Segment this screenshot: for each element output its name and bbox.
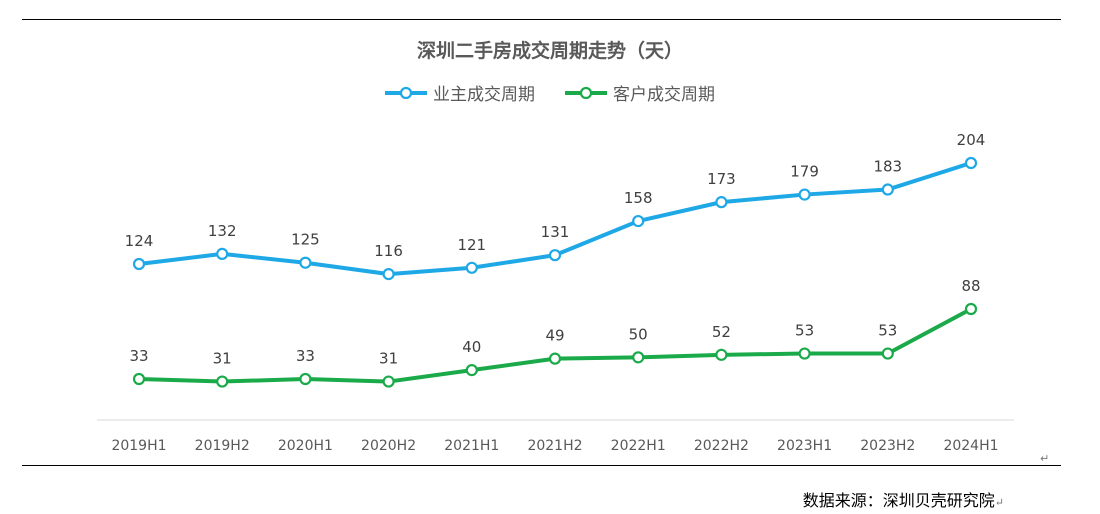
data-point-0 [132,257,146,271]
series-line-1 [137,307,973,384]
data-point-1 [715,348,728,361]
data-point-1 [632,351,645,364]
legend-swatch-client [565,86,607,99]
data-point-0 [715,196,728,209]
data-label-0: 116 [374,242,403,260]
data-label-0: 125 [291,231,320,249]
x-tick-label: 2021H2 [527,438,582,454]
data-label-0: 183 [873,158,902,176]
data-label-1: 40 [462,338,481,356]
data-point-0 [881,183,894,196]
data-point-0 [964,156,978,170]
legend-item-owner: 业主成交周期 [385,80,535,105]
legend-swatch-owner [385,86,427,99]
x-tick-label: 2024H1 [943,438,998,454]
data-point-1 [881,347,894,360]
data-label-0: 173 [707,170,736,188]
legend-item-client: 客户成交周期 [565,80,715,105]
x-tick-label: 2019H2 [195,438,250,454]
data-label-1: 88 [961,277,980,295]
data-label-0: 124 [125,232,154,250]
x-tick-label: 2020H1 [278,438,333,454]
data-point-1 [132,372,146,386]
bottom-rule [22,465,1061,466]
source-text: 数据来源：深圳贝壳研究院 [802,491,995,510]
data-point-0 [465,261,478,274]
paragraph-mark-source: ↵ [994,496,1004,509]
data-point-1 [465,363,478,377]
data-label-0: 158 [624,189,653,207]
paragraph-mark: ↵ [1040,452,1050,465]
x-tick-label: 2023H2 [860,438,915,454]
data-label-1: 53 [795,322,814,340]
chart-legend: 业主成交周期 客户成交周期 [0,80,1100,105]
data-label-0: 131 [541,223,570,241]
data-point-0 [216,247,229,260]
data-point-1 [216,375,229,388]
x-tick-label: 2022H2 [694,438,749,454]
data-label-1: 31 [379,350,398,368]
data-label-1: 52 [712,323,731,341]
data-label-1: 33 [296,347,315,365]
data-point-1 [798,347,811,360]
x-tick-label: 2022H1 [611,438,666,454]
data-point-0 [548,249,562,262]
data-point-1 [299,372,312,386]
data-label-0: 132 [208,222,237,240]
data-point-0 [299,256,312,269]
legend-label-owner: 业主成交周期 [433,85,535,105]
data-label-0: 204 [957,131,986,149]
data-label-0: 121 [457,236,486,254]
data-point-0 [798,188,811,201]
data-label-1: 33 [129,347,148,365]
chart-title: 深圳二手房成交周期走势（天） [416,40,683,62]
data-label-1: 31 [213,350,232,368]
x-tick-label: 2023H1 [777,438,832,454]
x-tick-label: 2020H2 [361,438,416,454]
data-label-1: 49 [545,327,564,345]
source-note: 数据来源：深圳贝壳研究院↵ [803,487,1004,511]
top-rule [22,19,1061,20]
data-label-1: 53 [878,322,897,340]
data-label-0: 179 [790,163,819,181]
data-point-1 [548,352,562,365]
data-label-1: 50 [629,325,648,343]
data-point-1 [382,375,395,388]
data-point-1 [964,302,978,316]
data-point-0 [382,268,395,281]
x-tick-label: 2021H1 [444,438,499,454]
legend-label-client: 客户成交周期 [613,85,715,105]
x-tick-label: 2019H1 [111,438,166,454]
data-point-0 [632,214,645,228]
